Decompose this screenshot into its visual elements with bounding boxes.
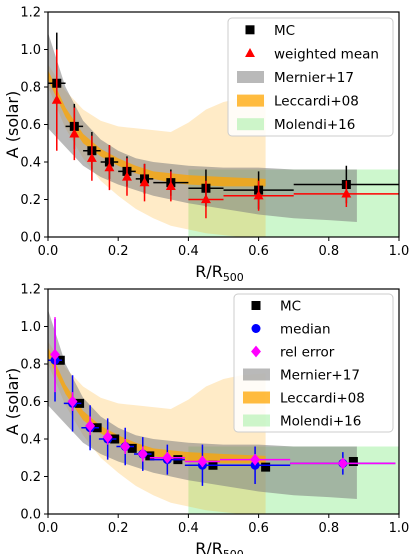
rel-error-point-9 bbox=[337, 457, 348, 470]
weighted-mean-point-0 bbox=[51, 94, 62, 104]
weighted-mean-point-5 bbox=[139, 177, 150, 187]
y-tick-label-0: 0.0 bbox=[20, 508, 41, 523]
legend-label-mernier-17: Mernier+17 bbox=[274, 70, 354, 86]
legend-swatch-mernier-17 bbox=[243, 368, 270, 381]
weighted-mean-point-6 bbox=[165, 180, 176, 190]
legend-label-mc: MC bbox=[280, 299, 301, 315]
legend: MC weighted mean Mernier+17 Leccardi+08 Mole… bbox=[227, 17, 394, 137]
y-axis-label: A (solar) bbox=[3, 368, 22, 435]
weighted-mean-point-8 bbox=[253, 190, 264, 200]
legend-label-rel-error: rel error bbox=[280, 345, 335, 361]
y-tick-label-6: 1.2 bbox=[20, 6, 41, 21]
chart-panel-1: 0.0 0.2 0.4 0.6 0.8 1.0 0.0 0.2 0.4 0.6 0.8 1.0 1.2 R… bbox=[3, 6, 409, 285]
legend-marker-rel-error bbox=[251, 345, 261, 358]
y-axis-label: A (solar) bbox=[3, 91, 22, 158]
x-tick-label-1: 0.2 bbox=[108, 521, 129, 536]
legend-marker-mc bbox=[245, 25, 255, 35]
weighted-mean-point-2 bbox=[86, 152, 97, 162]
y-tick-label-3: 0.6 bbox=[20, 118, 41, 133]
y-tick-label-2: 0.4 bbox=[20, 433, 41, 448]
legend-swatch-leccardi-08 bbox=[243, 391, 270, 404]
x-tick-label-0: 0.0 bbox=[38, 244, 59, 259]
x-tick-label-0: 0.0 bbox=[38, 521, 59, 536]
weighted-mean-point-3 bbox=[104, 162, 115, 172]
legend: MC median rel error Mernier+17 Leccardi+08 Mo… bbox=[233, 293, 394, 433]
y-tick-label-4: 0.8 bbox=[20, 358, 41, 373]
rel-error-point-8 bbox=[250, 453, 261, 466]
legend-swatch-leccardi-08 bbox=[237, 94, 264, 107]
x-tick-label-4: 0.8 bbox=[318, 521, 339, 536]
rel-error-point-1 bbox=[67, 395, 78, 408]
x-tick-label-5: 1.0 bbox=[389, 244, 410, 259]
legend-label-molendi-16: Molendi+16 bbox=[274, 117, 355, 133]
legend-marker-weighted-mean bbox=[245, 48, 255, 57]
mc-point-5 bbox=[145, 451, 155, 461]
legend-box bbox=[233, 293, 394, 433]
x-tick-label-5: 1.0 bbox=[389, 521, 410, 536]
legend-label-leccardi-08: Leccardi+08 bbox=[280, 391, 365, 407]
x-tick-label-3: 0.6 bbox=[248, 521, 269, 536]
y-tick-label-0: 0.0 bbox=[20, 231, 41, 246]
y-tick-label-1: 0.2 bbox=[20, 470, 41, 485]
legend-box bbox=[227, 17, 394, 137]
x-tick-label-2: 0.4 bbox=[178, 244, 199, 259]
y-tick-label-5: 1.0 bbox=[20, 43, 41, 58]
legend-label-median: median bbox=[280, 322, 331, 338]
plot-area bbox=[48, 309, 399, 514]
legend-label-leccardi-08: Leccardi+08 bbox=[274, 94, 359, 110]
chart-panel-2: 0.0 0.2 0.4 0.6 0.8 1.0 0.0 0.2 0.4 0.6 0.8 1.0 1.2 R… bbox=[3, 283, 409, 554]
x-tick-label-2: 0.4 bbox=[178, 521, 199, 536]
x-tick-label-3: 0.6 bbox=[248, 244, 269, 259]
rel-error-series bbox=[50, 317, 396, 470]
legend-swatch-molendi-16 bbox=[237, 118, 264, 131]
weighted-mean-point-1 bbox=[69, 128, 80, 138]
x-axis-label: R/R500 bbox=[195, 262, 244, 284]
rel-error-point-7 bbox=[197, 455, 208, 468]
weighted-mean-series bbox=[51, 49, 399, 219]
x-tick-label-4: 0.8 bbox=[318, 244, 339, 259]
legend-label-mc: MC bbox=[274, 23, 295, 39]
legend-swatch-mernier-17 bbox=[237, 71, 264, 83]
rel-error-point-6 bbox=[162, 451, 173, 464]
weighted-mean-point-9 bbox=[341, 188, 352, 198]
rel-error-point-2 bbox=[85, 420, 96, 432]
y-tick-label-2: 0.4 bbox=[20, 156, 41, 171]
y-tick-label-3: 0.6 bbox=[20, 395, 41, 410]
weighted-mean-point-4 bbox=[122, 171, 132, 181]
legend-marker-mc bbox=[251, 301, 261, 310]
weighted-mean-point-7 bbox=[201, 194, 211, 204]
legend-label-weighted-mean: weighted mean bbox=[274, 46, 379, 62]
y-tick-label-6: 1.2 bbox=[20, 283, 41, 298]
rel-error-point-4 bbox=[120, 440, 131, 453]
rel-error-point-0 bbox=[50, 348, 60, 361]
mc-point-4 bbox=[127, 443, 137, 453]
legend-label-molendi-16: Molendi+16 bbox=[280, 414, 361, 430]
rel-error-point-5 bbox=[137, 448, 148, 460]
y-tick-label-1: 0.2 bbox=[20, 193, 41, 208]
legend-label-mernier-17: Mernier+17 bbox=[280, 368, 360, 384]
rel-error-point-3 bbox=[102, 431, 113, 443]
legend-swatch-molendi-16 bbox=[243, 414, 270, 427]
legend-marker-median bbox=[251, 324, 261, 333]
mc-point-8 bbox=[261, 462, 271, 472]
y-tick-label-4: 0.8 bbox=[20, 81, 41, 96]
plot-area bbox=[48, 32, 399, 237]
mc-point-9 bbox=[348, 457, 358, 466]
y-tick-label-5: 1.0 bbox=[20, 320, 41, 335]
x-tick-label-1: 0.2 bbox=[108, 244, 129, 259]
x-axis-label: R/R500 bbox=[195, 539, 244, 554]
